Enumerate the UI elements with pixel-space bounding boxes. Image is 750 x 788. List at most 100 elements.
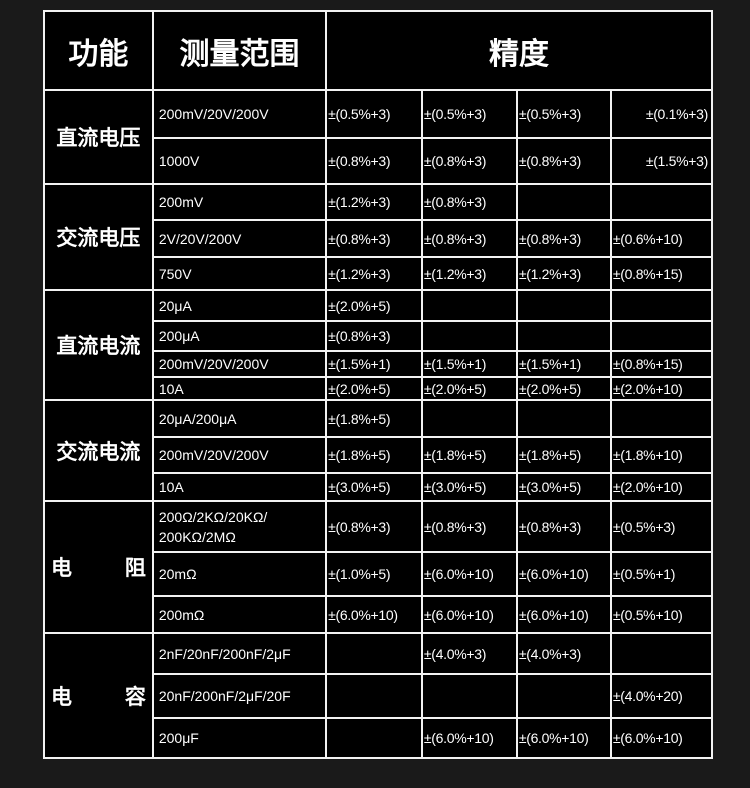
accuracy-cell: ±(1.8%+5) (327, 438, 421, 472)
function-cell: 电容 (45, 634, 152, 757)
range-cell: 20μA/200μA (153, 401, 326, 436)
accuracy-cell: ±(3.0%+5) (517, 474, 610, 500)
accuracy-cell (517, 291, 610, 320)
accuracy-cell (611, 185, 711, 219)
table-row: 直流电流 20μA ±(2.0%+5) (45, 291, 711, 399)
range-cell: 20mΩ (153, 553, 326, 595)
accuracy-cell (327, 634, 421, 673)
accuracy-cell: ±(0.8%+3) (422, 139, 516, 183)
table-row: 200μF ±(6.0%+10) ±(6.0%+10) ±(6.0%+10) (45, 719, 711, 757)
accuracy-cell: ±(1.5%+1) (517, 352, 610, 376)
accuracy-cell: ±(1.8%+5) (517, 438, 610, 472)
range-cell: 200mV/20V/200V (153, 91, 326, 137)
table-row: 200mΩ ±(6.0%+10) ±(6.0%+10) ±(6.0%+10) ±(0.5… (45, 597, 711, 632)
accuracy-cell: ±(6.0%+10) (422, 597, 516, 632)
accuracy-cell: ±(2.0%+5) (422, 378, 516, 399)
accuracy-cell: ±(0.6%+10) (611, 221, 711, 256)
accuracy-cell (422, 675, 516, 717)
accuracy-cell: ±(6.0%+10) (422, 719, 516, 757)
range-cell: 2V/20V/200V (153, 221, 326, 256)
accuracy-cell: ±(1.2%+3) (327, 185, 421, 219)
accuracy-cell (422, 291, 516, 320)
range-cell: 200Ω/2KΩ/20KΩ/ 200KΩ/2MΩ (153, 502, 326, 551)
accuracy-cell (611, 322, 711, 350)
header-function: 功能 (45, 12, 152, 89)
accuracy-cell (422, 401, 516, 436)
accuracy-cell (327, 719, 421, 757)
table-row: 750V ±(1.2%+3) ±(1.2%+3) ±(1.2%+3) ±(0.8%+15… (45, 258, 711, 289)
accuracy-cell: ±(3.0%+5) (327, 474, 421, 500)
function-cell: 交流电压 (45, 185, 152, 289)
range-cell: 10A (153, 474, 326, 500)
accuracy-cell: ±(0.8%+15) (611, 352, 711, 376)
accuracy-cell: ±(0.5%+1) (611, 553, 711, 595)
table-row: 直流电压 200mV/20V/200V ±(0.5%+3) ±(0.5%+3) ±(0.… (45, 91, 711, 183)
accuracy-cell: ±(0.8%+3) (327, 502, 421, 551)
table-row: 200mV/20V/200V ±(1.8%+5) ±(1.8%+5) ±(1.8%+5… (45, 438, 711, 472)
accuracy-cell: ±(1.0%+5) (327, 553, 421, 595)
accuracy-cell: ±(6.0%+10) (517, 597, 610, 632)
header-range: 测量范围 (153, 12, 326, 89)
table-row: 20mΩ ±(1.0%+5) ±(6.0%+10) ±(6.0%+10) ±(0.5%+… (45, 553, 711, 595)
accuracy-cell (517, 322, 610, 350)
header-row: 功能 测量范围 精度 (45, 12, 711, 89)
accuracy-cell: ±(2.0%+5) (327, 378, 421, 399)
range-cell: 200mV/20V/200V (153, 352, 326, 376)
range-cell: 10A (153, 378, 326, 399)
accuracy-cell: ±(4.0%+3) (422, 634, 516, 673)
table-row: 交流电压 200mV ±(1.2%+3) ±(0.8%+3) (45, 185, 711, 289)
range-cell: 1000V (153, 139, 326, 183)
accuracy-cell: ±(0.8%+3) (327, 322, 421, 350)
accuracy-cell (517, 401, 610, 436)
accuracy-cell: ±(1.2%+3) (517, 258, 610, 289)
range-cell: 200μF (153, 719, 326, 757)
range-cell: 2nF/20nF/200nF/2μF (153, 634, 326, 673)
accuracy-cell: ±(2.0%+5) (327, 291, 421, 320)
range-cell: 750V (153, 258, 326, 289)
accuracy-cell: ±(1.2%+3) (422, 258, 516, 289)
function-cell: 电阻 (45, 502, 152, 632)
accuracy-cell: ±(0.8%+3) (517, 221, 610, 256)
range-cell: 200mV (153, 185, 326, 219)
accuracy-cell: ±(6.0%+10) (517, 553, 610, 595)
accuracy-cell: ±(0.5%+3) (517, 91, 610, 137)
accuracy-cell (422, 322, 516, 350)
accuracy-cell: ±(0.8%+3) (517, 139, 610, 183)
accuracy-cell: ±(1.8%+5) (422, 438, 516, 472)
accuracy-cell: ±(0.1%+3) (611, 91, 711, 137)
table-row: 10A ±(3.0%+5) ±(3.0%+5) ±(3.0%+5) ±(2.0%+10) (45, 474, 711, 500)
range-cell: 200mV/20V/200V (153, 438, 326, 472)
accuracy-cell (611, 634, 711, 673)
accuracy-cell: ±(0.8%+3) (327, 139, 421, 183)
accuracy-cell: ±(2.0%+5) (517, 378, 610, 399)
range-cell: 20nF/200nF/2μF/20F (153, 675, 326, 717)
accuracy-cell (611, 401, 711, 436)
accuracy-cell: ±(1.5%+3) (611, 139, 711, 183)
header-accuracy: 精度 (327, 12, 711, 89)
table-row: 交流电流 20μA/200μA ±(1.8%+5) (45, 401, 711, 500)
table-row: 10A ±(2.0%+5) ±(2.0%+5) ±(2.0%+5) ±(2.0%+10) (45, 378, 711, 399)
accuracy-cell: ±(1.5%+1) (422, 352, 516, 376)
accuracy-cell: ±(0.8%+15) (611, 258, 711, 289)
accuracy-cell (517, 675, 610, 717)
table-row: 电阻 200Ω/2KΩ/20KΩ/ 200KΩ/2MΩ ±(0.8%+3) ±(0.8… (45, 502, 711, 632)
accuracy-cell: ±(6.0%+10) (422, 553, 516, 595)
accuracy-cell (327, 675, 421, 717)
accuracy-cell: ±(3.0%+5) (422, 474, 516, 500)
accuracy-cell: ±(1.2%+3) (327, 258, 421, 289)
range-cell: 20μA (153, 291, 326, 320)
accuracy-cell: ±(0.5%+3) (422, 91, 516, 137)
range-cell: 200mΩ (153, 597, 326, 632)
accuracy-cell: ±(0.8%+3) (422, 185, 516, 219)
table-row: 2V/20V/200V ±(0.8%+3) ±(0.8%+3) ±(0.8%+3) ±(… (45, 221, 711, 256)
accuracy-cell: ±(2.0%+10) (611, 474, 711, 500)
function-cell: 直流电流 (45, 291, 152, 399)
table-row: 20nF/200nF/2μF/20F ±(4.0%+20) (45, 675, 711, 717)
accuracy-cell: ±(6.0%+10) (517, 719, 610, 757)
accuracy-cell: ±(0.5%+3) (611, 502, 711, 551)
accuracy-cell (611, 291, 711, 320)
accuracy-cell: ±(6.0%+10) (327, 597, 421, 632)
spec-table: 功能 测量范围 精度 直流电压 200mV/20V/200V ±(0.5%+3) ±(… (43, 10, 713, 759)
accuracy-cell: ±(0.8%+3) (517, 502, 610, 551)
accuracy-cell: ±(4.0%+20) (611, 675, 711, 717)
